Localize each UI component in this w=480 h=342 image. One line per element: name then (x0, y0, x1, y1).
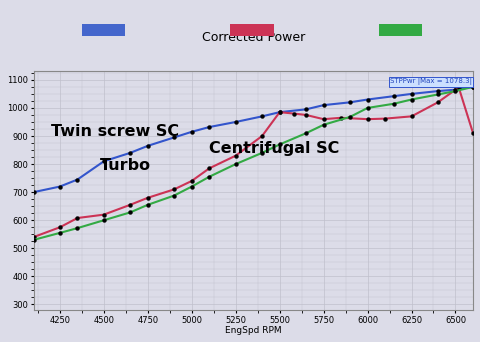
Title: Corrected Power: Corrected Power (202, 31, 305, 44)
Text: Turbo: Turbo (100, 158, 151, 173)
Text: STPPwr |Max = 1078.3|: STPPwr |Max = 1078.3| (390, 78, 472, 86)
X-axis label: EngSpd RPM: EngSpd RPM (225, 326, 282, 335)
Text: Centrifugal SC: Centrifugal SC (209, 141, 340, 156)
Text: Twin screw SC: Twin screw SC (51, 124, 179, 139)
